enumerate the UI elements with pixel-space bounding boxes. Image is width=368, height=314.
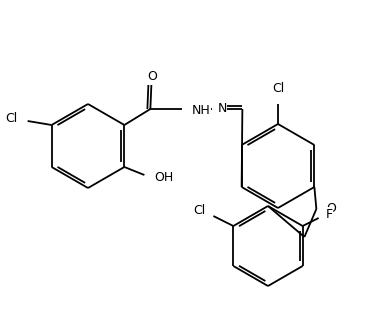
Text: Cl: Cl: [193, 203, 205, 216]
Text: Cl: Cl: [6, 112, 18, 126]
Text: N: N: [217, 102, 227, 116]
Text: OH: OH: [154, 171, 174, 183]
Text: Cl: Cl: [272, 82, 284, 95]
Text: O: O: [148, 69, 157, 83]
Text: O: O: [326, 203, 336, 215]
Text: F: F: [326, 208, 333, 220]
Text: NH: NH: [191, 104, 210, 116]
